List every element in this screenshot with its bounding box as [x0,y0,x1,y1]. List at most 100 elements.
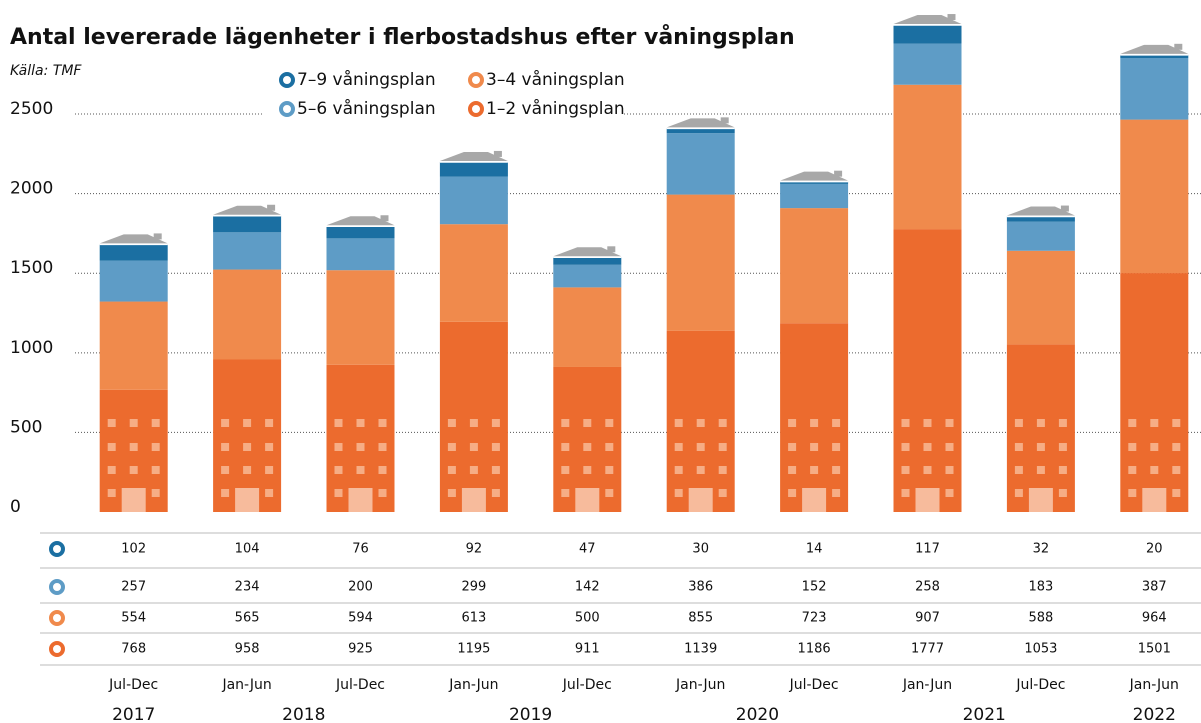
window [151,466,160,474]
table-value: 258 [915,580,940,595]
table-value: 299 [461,580,486,595]
y-tick-label: 0 [10,497,21,517]
window [447,466,456,474]
window [788,466,797,474]
window [334,419,343,427]
bar-segment [1120,57,1189,120]
table-value: 14 [806,542,823,557]
window [923,443,932,451]
window [674,443,683,451]
window [151,489,160,497]
year-label: 2021 [963,705,1006,723]
window [356,419,365,427]
table-value: 386 [688,580,713,595]
chimney [1174,43,1183,50]
bar-segment [780,181,849,184]
bar-segment [553,264,622,288]
window [447,419,456,427]
window [788,419,797,427]
legend-label: 3–4 våningsplan [486,69,625,90]
window [605,466,614,474]
window [334,489,343,497]
door [461,488,486,512]
table-value: 102 [121,542,146,557]
window [265,443,274,451]
bar-segment [1120,54,1189,58]
y-tick-label: 500 [10,417,42,437]
window [265,466,274,474]
window [674,419,683,427]
chart-subtitle: Källa: TMF [10,63,82,79]
table-value: 234 [235,580,260,595]
window [243,443,252,451]
window [491,419,500,427]
chimney [947,14,956,21]
window [1036,443,1045,451]
roof [439,151,508,161]
table-marker [49,641,65,657]
window [107,443,116,451]
bar-segment [1120,273,1189,512]
table-marker [49,579,65,595]
window [561,419,570,427]
window [605,489,614,497]
window [1036,419,1045,427]
window [1058,419,1067,427]
window [1150,443,1159,451]
table-value: 1139 [684,642,717,657]
year-label: 2019 [509,705,552,723]
window [129,466,138,474]
window [1150,466,1159,474]
window [1172,466,1181,474]
bar-segment [1006,250,1075,345]
table-value: 104 [235,542,260,557]
bar-segment [326,270,395,365]
window [901,419,910,427]
window [810,419,819,427]
y-tick-label: 1000 [10,338,53,358]
door [235,488,260,512]
window [107,489,116,497]
window [583,443,592,451]
window [832,466,841,474]
bar-segment [439,176,508,225]
window [1150,419,1159,427]
x-tick-label: Jan-Jun [221,677,271,693]
window [1036,466,1045,474]
table-value: 565 [235,611,260,626]
window [491,466,500,474]
table-value: 200 [348,580,373,595]
chart-title: Antal levererade lägenheter i flerbostad… [10,24,795,50]
bar-segment [213,232,282,270]
table-value: 20 [1146,542,1163,557]
chimney [607,246,616,253]
window [718,443,727,451]
window [265,419,274,427]
chimney [267,204,276,211]
window [265,489,274,497]
x-tick-label: Jan-Jun [1129,677,1179,693]
table-value: 152 [802,580,827,595]
window [151,443,160,451]
window [696,419,705,427]
window [243,419,252,427]
window [561,489,570,497]
window [469,419,478,427]
window [810,466,819,474]
table-value: 1195 [457,642,490,657]
y-tick-label: 1500 [10,258,53,278]
window [696,466,705,474]
bar-segment [553,366,622,512]
table-value: 76 [352,542,369,557]
window [1058,466,1067,474]
window [788,489,797,497]
table-value: 500 [575,611,600,626]
window [945,419,954,427]
legend-marker [279,72,295,88]
door [348,488,373,512]
table-value: 183 [1028,580,1053,595]
bar-segment [780,208,849,324]
window [696,443,705,451]
window [923,466,932,474]
window [491,489,500,497]
